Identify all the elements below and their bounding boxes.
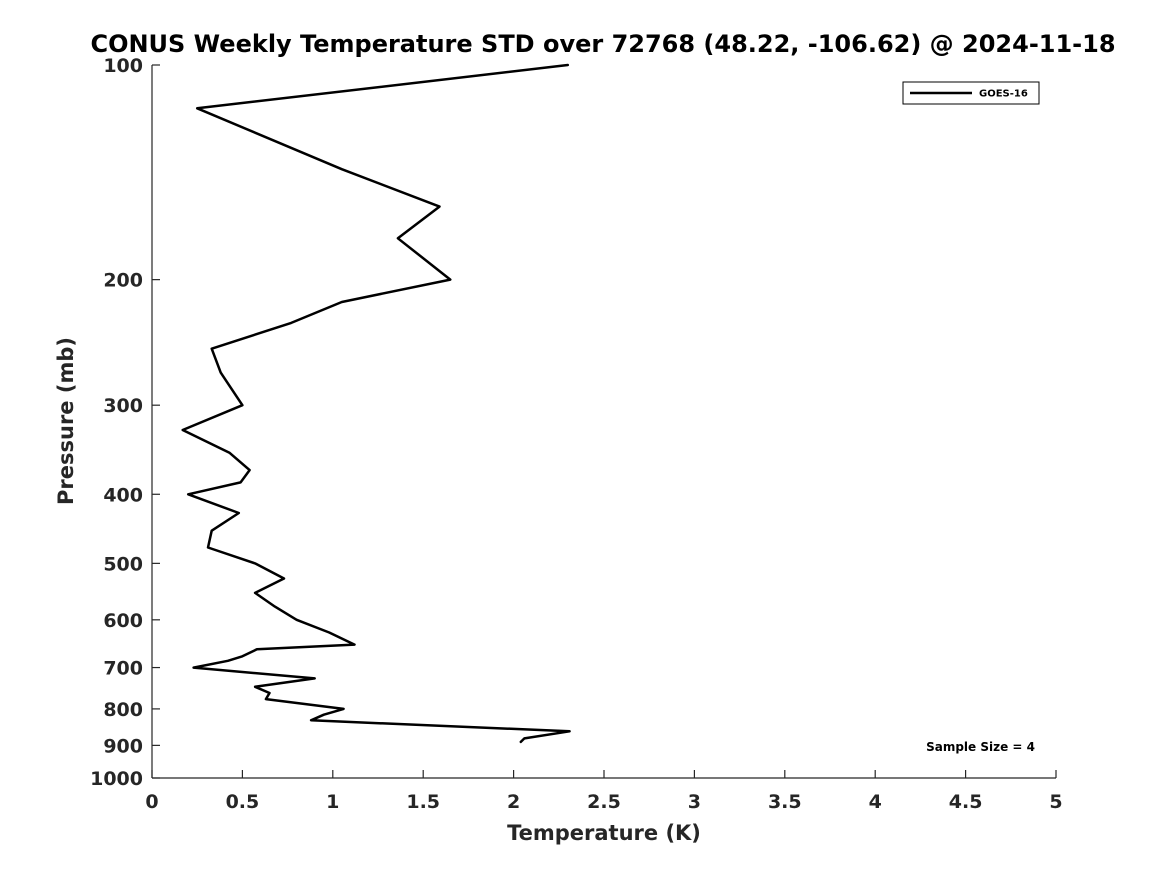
y-axis-label: Pressure (mb) <box>54 337 78 505</box>
legend: GOES-16 <box>902 81 1040 105</box>
plot-area <box>151 65 1056 779</box>
y-tick-label: 100 <box>103 55 143 77</box>
x-axis-label: Temperature (K) <box>507 821 701 845</box>
y-tick-label: 900 <box>103 735 143 757</box>
y-tick-label: 300 <box>103 395 143 417</box>
series-layer <box>181 63 571 744</box>
x-tick-label: 2 <box>507 791 520 813</box>
legend-label: GOES-16 <box>979 89 1028 100</box>
y-tick-label: 600 <box>103 610 143 632</box>
chart-title: CONUS Weekly Temperature STD over 72768 … <box>90 30 1115 58</box>
y-tick-label: 800 <box>103 699 143 721</box>
y-tick-label: 200 <box>103 270 143 292</box>
x-tick-label: 3.5 <box>768 791 802 813</box>
x-tick-label: 0 <box>145 791 158 813</box>
x-tick-label: 2.5 <box>587 791 621 813</box>
y-tick-label: 400 <box>103 484 143 506</box>
x-tick-label: 0.5 <box>226 791 260 813</box>
series-line-goes-16 <box>181 63 571 744</box>
x-tick-label: 1 <box>326 791 339 813</box>
y-ticks: 100 200 300 400 500 600 700 800 900 1000 <box>90 55 160 790</box>
y-tick-label: 500 <box>103 553 143 575</box>
sample-size-annotation: Sample Size = 4 <box>926 740 1035 754</box>
x-tick-label: 1.5 <box>406 791 440 813</box>
y-tick-label: 1000 <box>90 768 143 790</box>
x-ticks: 0 0.5 1 1.5 2 2.5 3 3.5 4 4.5 5 <box>145 770 1063 813</box>
x-tick-label: 3 <box>688 791 701 813</box>
x-tick-label: 4 <box>869 791 882 813</box>
x-tick-label: 5 <box>1049 791 1062 813</box>
y-tick-label: 700 <box>103 658 143 680</box>
x-tick-label: 4.5 <box>949 791 983 813</box>
